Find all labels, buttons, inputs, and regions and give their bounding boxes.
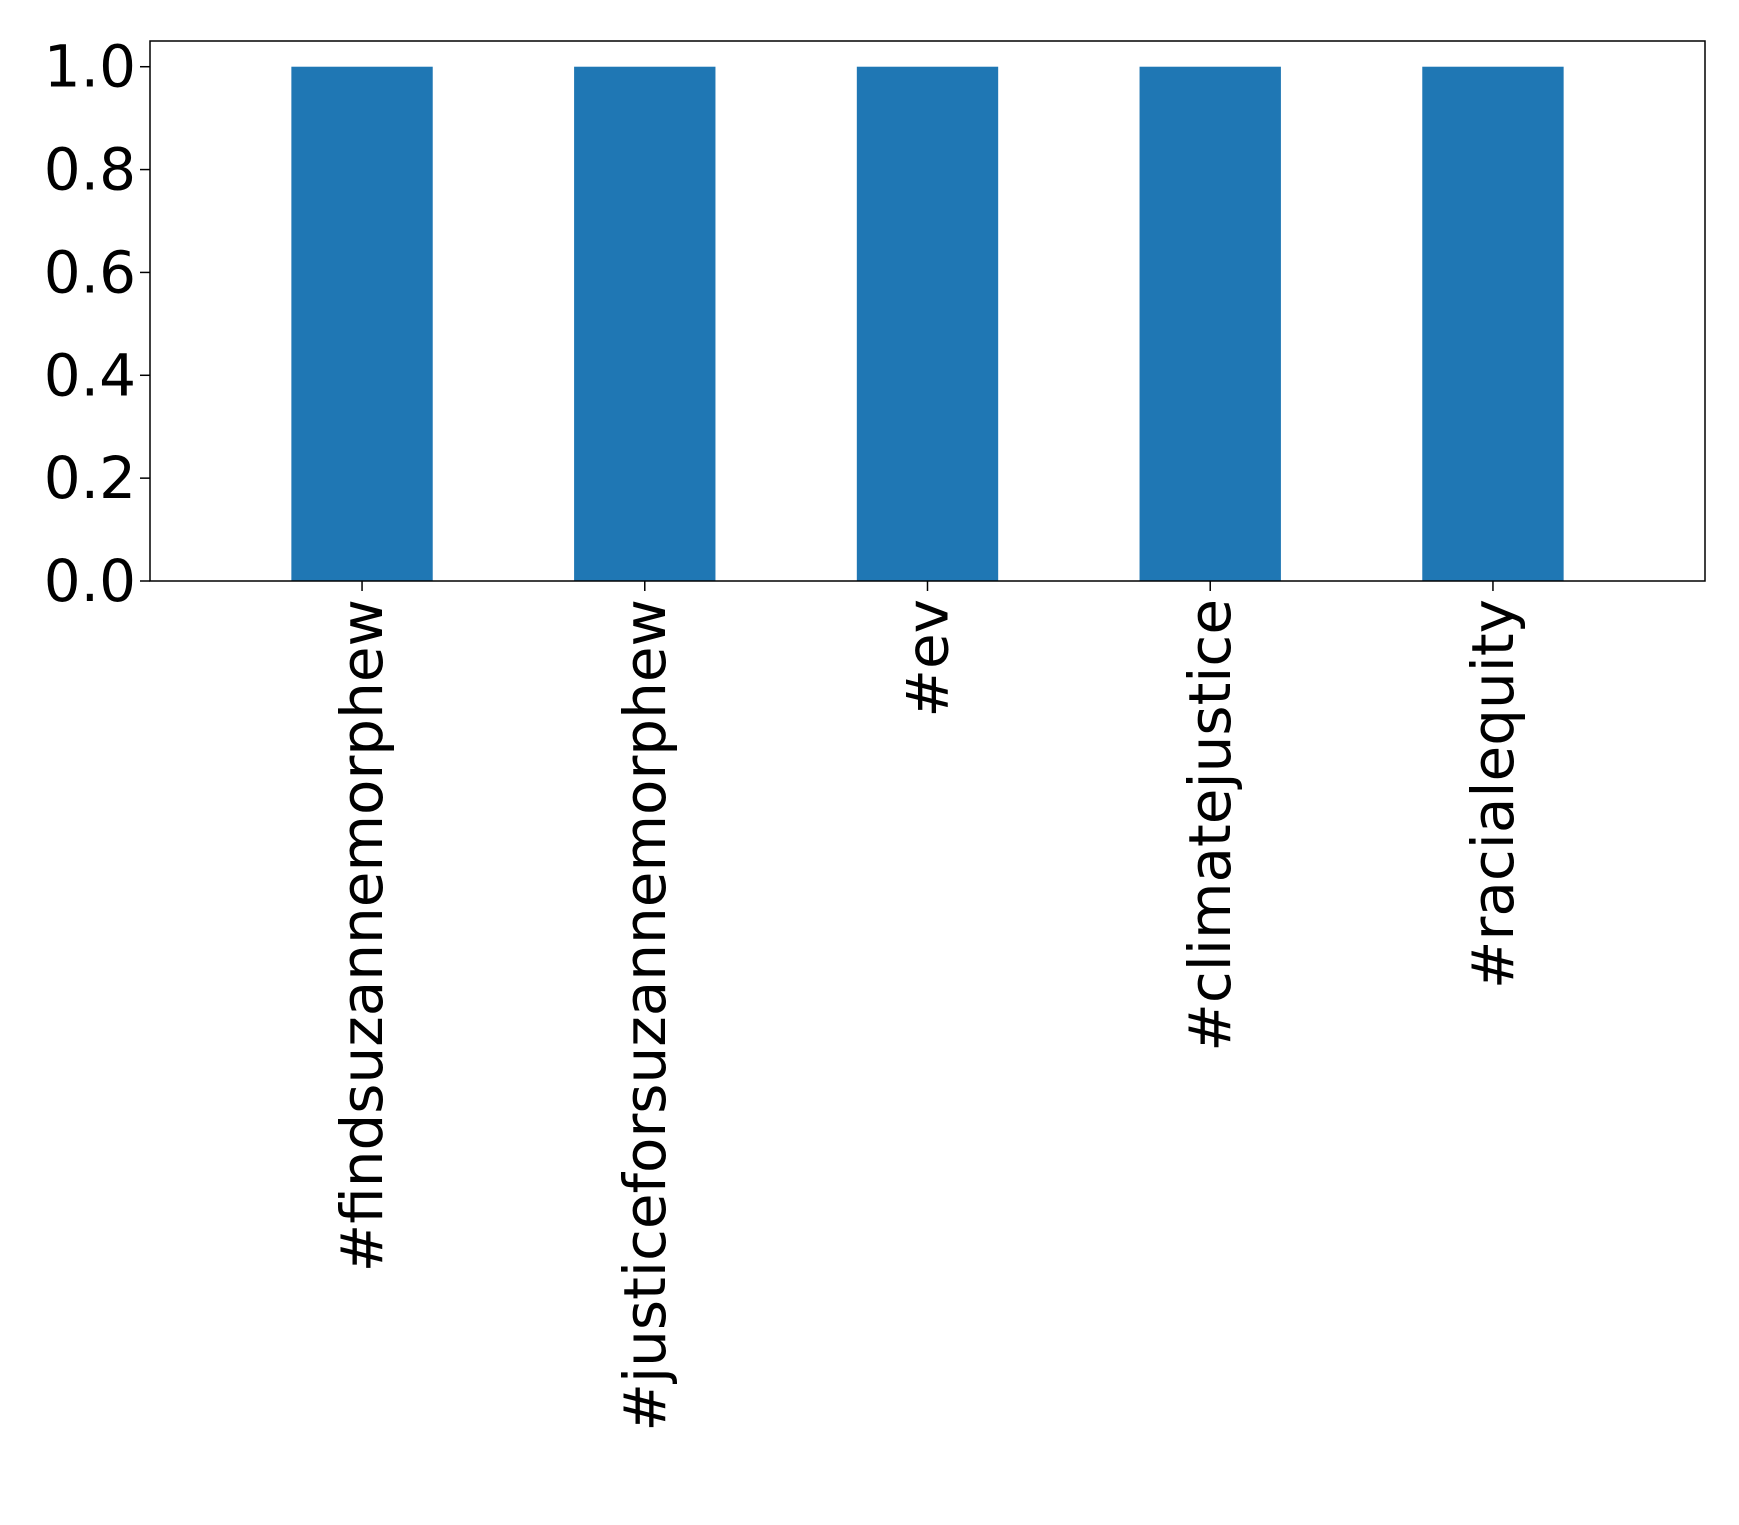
bar-4 [1422,66,1564,581]
y-tick-label-0: 0.0 [44,547,136,615]
y-tick-label-4: 0.8 [44,136,136,204]
bars-group [291,66,1564,581]
y-tick-label-1: 0.2 [44,444,136,512]
bar-1 [574,66,716,581]
x-tick-label-2: #ev [894,599,962,718]
plot-frame [149,40,1706,582]
x-tick-label-4: #racialequity [1459,599,1527,989]
y-tick-label-3: 0.6 [44,238,136,306]
y-tick-label-5: 1.0 [44,33,136,101]
bar-0 [291,66,433,581]
x-tick-label-3: #climatejustice [1176,599,1244,1052]
x-tick-label-1: #justiceforsuzannemorphew [611,599,679,1432]
x-tick-label-0: #findsuzannemorphew [328,599,396,1272]
bar-3 [1139,66,1281,581]
y-tick-label-2: 0.4 [44,341,136,409]
bar-2 [856,66,999,581]
x-axis: #findsuzannemorphew #justiceforsuzannemor… [328,581,1527,1432]
y-axis: 0.0 0.2 0.4 0.6 0.8 1.0 [44,33,150,615]
